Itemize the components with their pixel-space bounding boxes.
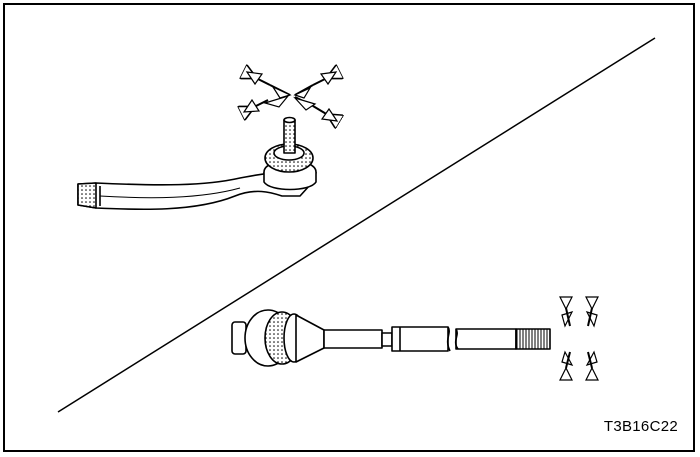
figure-code: T3B16C22 — [603, 418, 678, 435]
movement-arrows-lower-icon — [565, 307, 593, 369]
inner-tie-rod-icon — [231, 309, 551, 367]
movement-arrows-icon — [248, 75, 333, 118]
arrowheads-upper — [242, 71, 339, 122]
diagram-frame — [3, 3, 695, 452]
tie-rod-end-icon — [77, 116, 317, 211]
diagonal-divider — [57, 37, 656, 413]
